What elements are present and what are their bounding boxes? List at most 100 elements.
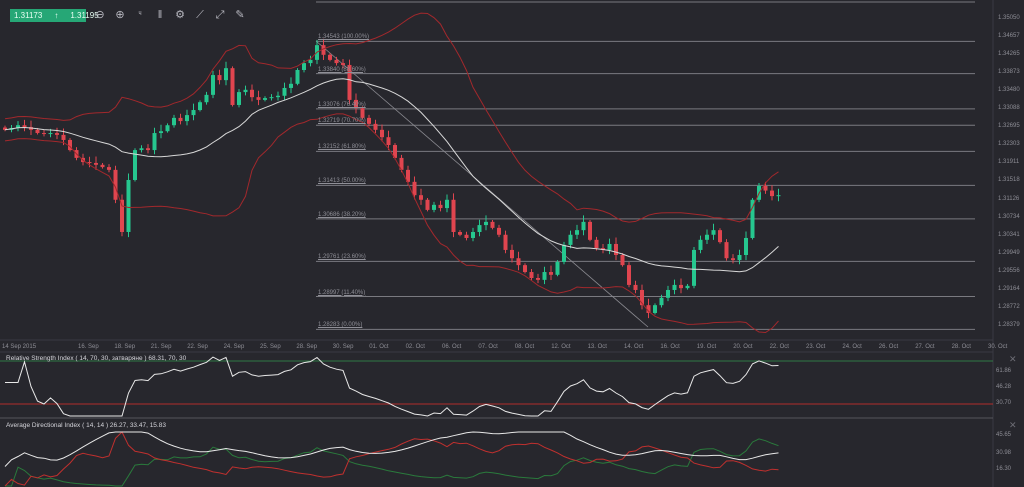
rsi-line <box>5 356 779 417</box>
rsi-tick: 46.28 <box>996 384 1012 390</box>
candle-body <box>386 137 391 146</box>
candle-body <box>562 244 566 262</box>
candle-body <box>497 227 501 235</box>
candle-body <box>289 83 293 88</box>
candle-body <box>178 117 183 122</box>
date-tick: 06. Oct <box>442 344 462 350</box>
candle-body <box>198 102 202 111</box>
candle-body <box>568 234 573 245</box>
candle-body <box>87 162 92 164</box>
date-tick: 25. Sep <box>260 344 281 350</box>
price-tick: 1.32695 <box>998 123 1020 130</box>
candle-body <box>68 139 72 151</box>
candle-body <box>425 199 430 210</box>
price-tick: 1.34657 <box>998 33 1020 40</box>
price-tick: 1.28772 <box>998 303 1020 310</box>
candle-body <box>302 63 306 71</box>
candle-body <box>35 129 40 134</box>
date-tick: 16. Oct <box>660 344 680 350</box>
candle-body <box>640 289 644 306</box>
gear-icon[interactable]: ⚙ <box>175 9 185 21</box>
candle-body <box>549 272 553 275</box>
price-tick: 1.34265 <box>998 51 1020 58</box>
candle-body <box>419 195 423 200</box>
candle-body <box>172 117 176 126</box>
fib-label: 1.33840 (88.60%) <box>318 66 366 73</box>
candle-body <box>731 258 735 261</box>
price-tick: 1.33873 <box>998 69 1020 76</box>
candle-body <box>399 157 404 170</box>
date-tick: 24. Oct <box>842 344 862 350</box>
candle-body <box>100 164 105 168</box>
fib-label: 1.32152 (61.80%) <box>318 144 366 151</box>
candle-body <box>555 261 560 275</box>
date-tick: 24. Sep <box>223 344 245 350</box>
candle-body <box>685 285 690 289</box>
bollinger-upper <box>4 12 779 223</box>
candle-body <box>503 234 508 250</box>
date-tick: 14 Sep 2015 <box>2 344 37 350</box>
candle-body <box>328 54 332 60</box>
price-quote[interactable]: 1.31173 ↑ 1.31195 <box>10 9 99 22</box>
candle-body <box>588 221 592 240</box>
fib-label: 1.31413 (50.00%) <box>318 178 366 185</box>
date-tick: 27. Oct <box>915 344 935 350</box>
candle-body <box>367 117 371 124</box>
indicator-icon[interactable]: ᶣ <box>138 10 142 19</box>
candle-body <box>575 230 579 235</box>
candle-body <box>750 199 755 238</box>
zoom-out-icon[interactable]: ⊖ <box>95 9 105 21</box>
candle-body <box>412 181 417 196</box>
rsi-tick: 61.86 <box>996 368 1012 374</box>
candle-body <box>776 195 781 197</box>
candle-body <box>666 289 670 298</box>
chart-draw-icon[interactable]: ⟋ <box>196 9 204 21</box>
candle-body <box>659 297 664 306</box>
ask-price: 1.31195 <box>70 11 99 20</box>
candle-body <box>633 284 638 290</box>
date-tick: 23. Oct <box>806 344 826 350</box>
line-tool-icon[interactable]: ⤢ <box>215 9 225 21</box>
candle-body <box>243 89 248 93</box>
close-rsi-icon[interactable]: ✕ <box>1009 354 1017 364</box>
candle-body <box>237 92 241 105</box>
candle-body <box>133 150 137 180</box>
candle-body <box>42 133 46 135</box>
candle-body <box>55 133 59 135</box>
candle-body <box>61 134 66 140</box>
candle-body <box>159 131 163 134</box>
candle-body <box>711 230 716 235</box>
candle-body <box>406 169 410 182</box>
eraser-icon[interactable]: ✎ <box>235 9 245 21</box>
candle-body <box>471 231 475 238</box>
candles-icon[interactable]: ǁ <box>157 9 163 21</box>
candle-body <box>744 237 748 256</box>
price-tick: 1.28379 <box>998 321 1020 328</box>
candle-body <box>113 169 118 200</box>
candle-body <box>276 95 280 98</box>
fib-label: 1.32719 (70.70%) <box>318 118 366 125</box>
candle-body <box>763 185 768 191</box>
di-plus-line <box>5 438 779 487</box>
candle-body <box>360 108 365 118</box>
candle-body <box>94 162 98 165</box>
toolbar: 1.31173 ↑ 1.31195 <box>10 9 99 22</box>
candle-body <box>510 249 514 259</box>
date-tick: 22. Oct <box>769 344 789 350</box>
price-tick: 1.31126 <box>998 195 1020 202</box>
price-tick: 1.30734 <box>998 213 1020 220</box>
close-adx-icon[interactable]: ✕ <box>1009 420 1017 430</box>
adx-tick: 16.30 <box>996 466 1012 472</box>
adx-line <box>4 431 779 467</box>
candle-body <box>737 255 742 261</box>
candle-body <box>451 199 456 232</box>
candle-body <box>217 75 222 81</box>
candle-body <box>269 97 274 99</box>
di-minus-line <box>4 431 779 487</box>
fib-label: 1.29761 (23.60%) <box>318 254 366 261</box>
candle-body <box>211 75 215 95</box>
candle-body <box>321 45 326 55</box>
zoom-in-icon[interactable]: ⊕ <box>115 9 125 21</box>
candle-body <box>263 98 267 100</box>
